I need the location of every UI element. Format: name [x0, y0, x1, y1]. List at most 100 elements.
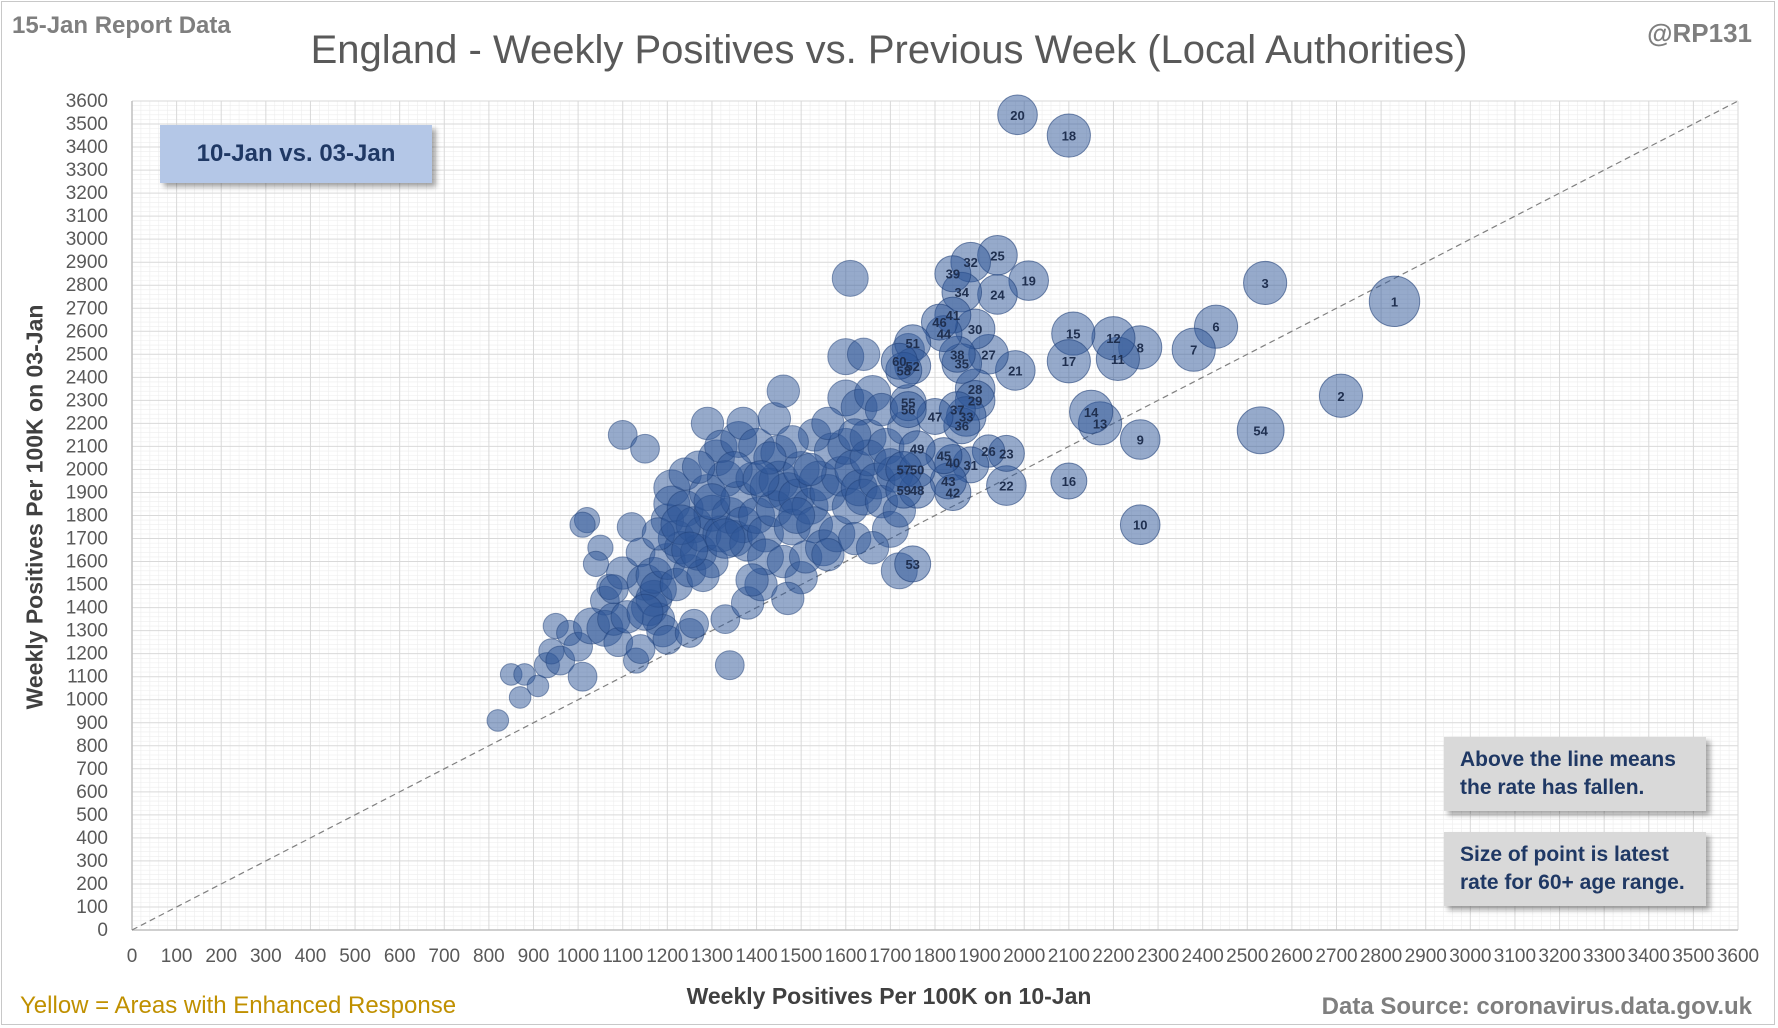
data-point-label: 53	[905, 557, 919, 572]
data-point-label: 47	[928, 409, 942, 424]
x-tick-label: 0	[127, 946, 138, 967]
x-tick-label: 2900	[1405, 946, 1447, 967]
comparison-date-box: 10-Jan vs. 03-Jan	[160, 125, 432, 183]
reference-line-y-equals-x	[131, 100, 1739, 931]
y-tick-label: 1100	[67, 667, 108, 688]
x-tick-label: 1800	[914, 946, 956, 967]
data-point	[742, 460, 780, 498]
y-tick-label: 300	[76, 851, 108, 872]
data-point	[705, 518, 746, 559]
y-tick-label: 2200	[66, 413, 108, 434]
data-point-labelled	[1171, 327, 1216, 372]
y-tick-label: 600	[76, 782, 108, 803]
data-point-labelled	[1046, 113, 1091, 158]
x-tick-label: 1700	[869, 946, 911, 967]
x-tick-label: 1600	[825, 946, 867, 967]
data-point	[508, 686, 532, 709]
y-tick-label: 1300	[66, 621, 108, 642]
data-point-label: 37	[950, 403, 964, 418]
data-point	[626, 593, 664, 631]
data-point-label: 45	[937, 449, 951, 464]
x-tick-label: 2600	[1271, 946, 1313, 967]
data-point	[625, 634, 656, 664]
data-point-label: 15	[1066, 327, 1080, 342]
data-point	[616, 512, 647, 542]
y-tick-label: 1600	[66, 552, 108, 573]
report-date-label: 15-Jan Report Data	[12, 12, 231, 39]
y-tick-label: 1800	[66, 506, 108, 527]
x-tick-label: 2100	[1048, 946, 1090, 967]
bubble-series-other	[486, 259, 925, 732]
data-point-label: 10	[1133, 518, 1147, 533]
x-tick-label: 3100	[1494, 946, 1536, 967]
x-tick-label: 200	[205, 946, 237, 967]
y-tick-label: 100	[76, 897, 108, 918]
data-point-label: 49	[910, 442, 924, 457]
enhanced-response-legend: Yellow = Areas with Enhanced Response	[20, 992, 457, 1019]
data-point-label: 44	[937, 327, 952, 342]
data-point-labelled	[1236, 406, 1285, 455]
data-point-label: 34	[955, 285, 970, 300]
y-tick-label: 2900	[66, 252, 108, 273]
data-point	[526, 674, 550, 698]
data-point	[486, 709, 510, 732]
x-tick-label: 2000	[1003, 946, 1045, 967]
x-tick-label: 2400	[1182, 946, 1224, 967]
data-point-label: 20	[1010, 108, 1024, 123]
x-tick-label: 1100	[602, 946, 643, 967]
data-point	[569, 511, 596, 538]
data-point-label: 3	[1262, 276, 1269, 291]
data-point-label: 43	[941, 474, 955, 489]
x-tick-label: 2800	[1360, 946, 1402, 967]
data-point-label: 6	[1212, 320, 1219, 335]
note-point-size: Size of point is latest rate for 60+ age…	[1444, 832, 1706, 906]
y-tick-label: 2500	[66, 344, 108, 365]
y-tick-label: 1900	[66, 482, 108, 503]
x-tick-label: 600	[384, 946, 416, 967]
data-point	[567, 661, 598, 692]
y-tick-label: 2800	[66, 275, 108, 296]
x-tick-label: 1200	[646, 946, 688, 967]
data-point	[766, 374, 801, 408]
y-tick-label: 3300	[66, 160, 108, 181]
data-point-label: 12	[1106, 331, 1120, 346]
x-tick-label: 300	[250, 946, 282, 967]
y-tick-label: 2600	[66, 321, 108, 342]
data-point	[831, 259, 869, 297]
y-tick-label: 1700	[66, 529, 108, 550]
x-tick-label: 800	[473, 946, 505, 967]
data-point-labelled	[1119, 504, 1161, 546]
y-tick-label: 800	[76, 736, 108, 757]
data-point	[582, 550, 610, 577]
data-point-labelled	[1119, 419, 1161, 460]
x-tick-label: 2300	[1137, 946, 1179, 967]
data-point-label: 18	[1062, 129, 1076, 144]
data-point-label: 27	[981, 347, 995, 362]
data-point-label: 48	[910, 483, 924, 498]
y-tick-label: 200	[76, 874, 108, 895]
x-tick-label: 400	[295, 946, 327, 967]
data-point	[846, 337, 881, 372]
data-point-label: 11	[1111, 352, 1125, 367]
x-tick-label: 900	[518, 946, 550, 967]
data-point-labelled	[1046, 339, 1091, 384]
x-tick-label: 700	[428, 946, 460, 967]
data-point-label: 59	[897, 483, 911, 498]
y-tick-label: 700	[76, 759, 108, 780]
data-point	[771, 581, 805, 616]
data-point-labelled	[997, 94, 1038, 136]
data-point	[630, 433, 660, 464]
data-point-label: 41	[946, 308, 960, 323]
x-tick-label: 3600	[1717, 946, 1759, 967]
data-point-label: 23	[999, 446, 1013, 461]
data-point-label: 32	[963, 255, 977, 270]
data-point-label: 14	[1084, 405, 1099, 420]
x-tick-label: 1400	[735, 946, 777, 967]
data-point-label: 57	[897, 462, 911, 477]
x-tick-label: 2700	[1315, 946, 1357, 967]
author-handle: @RP131	[1647, 18, 1752, 48]
data-point-label: 16	[1062, 474, 1076, 489]
data-point	[693, 483, 731, 521]
data-point-label: 33	[959, 409, 973, 424]
